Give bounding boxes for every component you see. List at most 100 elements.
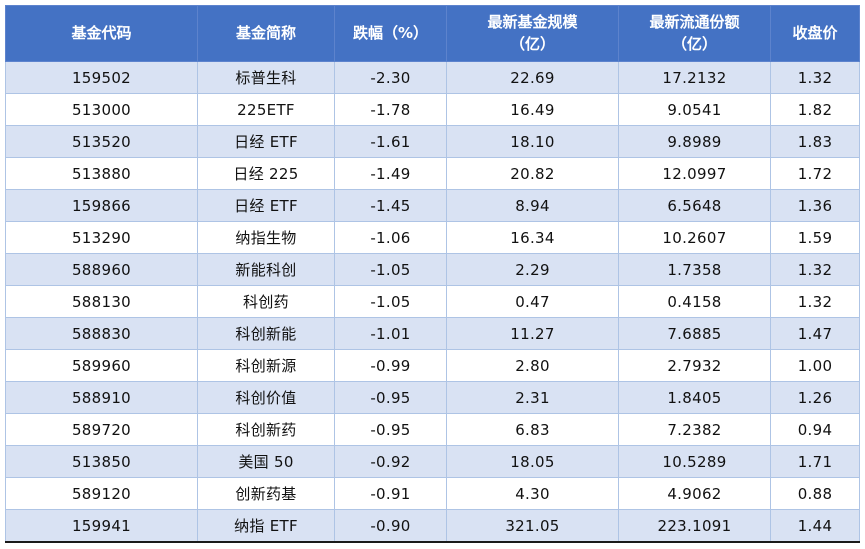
change-percent-cell: -0.99: [334, 349, 447, 382]
fund-scale-cell: 16.34: [446, 221, 619, 254]
change-percent-cell: -1.06: [334, 221, 447, 254]
circulating-shares-cell: 12.0997: [618, 157, 771, 190]
table-row: 589720 科创新药 -0.95 6.83 7.2382 0.94: [5, 413, 860, 446]
fund-code-cell: 588910: [5, 381, 198, 414]
change-percent-cell: -0.92: [334, 445, 447, 478]
close-price-cell: 1.32: [770, 253, 860, 286]
close-price-cell: 1.36: [770, 189, 860, 222]
fund-code-cell: 513850: [5, 445, 198, 478]
table-row: 159502 标普生科 -2.30 22.69 17.2132 1.32: [5, 61, 860, 94]
close-price-cell: 1.72: [770, 157, 860, 190]
fund-name-cell: 美国 50: [197, 445, 335, 478]
change-percent-cell: -1.01: [334, 317, 447, 350]
close-price-cell: 1.44: [770, 509, 860, 543]
close-price-cell: 1.59: [770, 221, 860, 254]
header-change-percent: 跌幅（%）: [334, 5, 447, 62]
fund-name-cell: 科创新能: [197, 317, 335, 350]
table-row: 159941 纳指 ETF -0.90 321.05 223.1091 1.44: [5, 509, 860, 543]
table-row: 513520 日经 ETF -1.61 18.10 9.8989 1.83: [5, 125, 860, 158]
fund-code-cell: 513000: [5, 93, 198, 126]
fund-scale-cell: 16.49: [446, 93, 619, 126]
fund-scale-cell: 4.30: [446, 477, 619, 510]
change-percent-cell: -1.49: [334, 157, 447, 190]
fund-code-cell: 159502: [5, 61, 198, 94]
table-row: 513290 纳指生物 -1.06 16.34 10.2607 1.59: [5, 221, 860, 254]
close-price-cell: 1.32: [770, 61, 860, 94]
circulating-shares-cell: 4.9062: [618, 477, 771, 510]
fund-name-cell: 日经 ETF: [197, 189, 335, 222]
fund-scale-cell: 2.31: [446, 381, 619, 414]
circulating-shares-cell: 10.2607: [618, 221, 771, 254]
fund-code-cell: 589120: [5, 477, 198, 510]
header-close-price: 收盘价: [770, 5, 860, 62]
fund-code-cell: 513880: [5, 157, 198, 190]
close-price-cell: 1.00: [770, 349, 860, 382]
circulating-shares-cell: 1.8405: [618, 381, 771, 414]
circulating-shares-cell: 7.2382: [618, 413, 771, 446]
fund-scale-cell: 11.27: [446, 317, 619, 350]
close-price-cell: 1.82: [770, 93, 860, 126]
table-row: 588830 科创新能 -1.01 11.27 7.6885 1.47: [5, 317, 860, 350]
fund-code-cell: 159941: [5, 509, 198, 543]
fund-code-cell: 159866: [5, 189, 198, 222]
fund-code-cell: 588830: [5, 317, 198, 350]
fund-name-cell: 科创药: [197, 285, 335, 318]
circulating-shares-cell: 6.5648: [618, 189, 771, 222]
fund-scale-cell: 20.82: [446, 157, 619, 190]
change-percent-cell: -1.78: [334, 93, 447, 126]
fund-code-cell: 513290: [5, 221, 198, 254]
header-fund-name: 基金简称: [197, 5, 335, 62]
fund-name-cell: 科创价值: [197, 381, 335, 414]
fund-scale-cell: 2.29: [446, 253, 619, 286]
fund-table: 基金代码 基金简称 跌幅（%） 最新基金规模 （亿） 最新流通份额 （亿） 收盘…: [5, 5, 860, 543]
close-price-cell: 1.71: [770, 445, 860, 478]
change-percent-cell: -1.05: [334, 285, 447, 318]
table-row: 513000 225ETF -1.78 16.49 9.0541 1.82: [5, 93, 860, 126]
circulating-shares-cell: 9.0541: [618, 93, 771, 126]
fund-code-cell: 513520: [5, 125, 198, 158]
circulating-shares-cell: 223.1091: [618, 509, 771, 543]
fund-scale-cell: 18.10: [446, 125, 619, 158]
header-fund-scale: 最新基金规模 （亿）: [446, 5, 619, 62]
fund-scale-cell: 18.05: [446, 445, 619, 478]
fund-name-cell: 纳指 ETF: [197, 509, 335, 543]
fund-name-cell: 科创新源: [197, 349, 335, 382]
circulating-shares-cell: 10.5289: [618, 445, 771, 478]
close-price-cell: 1.47: [770, 317, 860, 350]
close-price-cell: 1.32: [770, 285, 860, 318]
fund-name-cell: 新能科创: [197, 253, 335, 286]
circulating-shares-cell: 17.2132: [618, 61, 771, 94]
fund-scale-cell: 8.94: [446, 189, 619, 222]
fund-name-cell: 日经 ETF: [197, 125, 335, 158]
fund-name-cell: 标普生科: [197, 61, 335, 94]
fund-scale-cell: 6.83: [446, 413, 619, 446]
header-circulating-shares: 最新流通份额 （亿）: [618, 5, 771, 62]
change-percent-cell: -1.45: [334, 189, 447, 222]
table-row: 588960 新能科创 -1.05 2.29 1.7358 1.32: [5, 253, 860, 286]
table-row: 589120 创新药基 -0.91 4.30 4.9062 0.88: [5, 477, 860, 510]
change-percent-cell: -0.95: [334, 413, 447, 446]
fund-code-cell: 588130: [5, 285, 198, 318]
table-row: 513880 日经 225 -1.49 20.82 12.0997 1.72: [5, 157, 860, 190]
fund-code-cell: 589960: [5, 349, 198, 382]
table-row: 159866 日经 ETF -1.45 8.94 6.5648 1.36: [5, 189, 860, 222]
table-row: 588130 科创药 -1.05 0.47 0.4158 1.32: [5, 285, 860, 318]
fund-code-cell: 588960: [5, 253, 198, 286]
circulating-shares-cell: 7.6885: [618, 317, 771, 350]
table-header: 基金代码 基金简称 跌幅（%） 最新基金规模 （亿） 最新流通份额 （亿） 收盘…: [5, 5, 860, 62]
change-percent-cell: -0.90: [334, 509, 447, 543]
fund-code-cell: 589720: [5, 413, 198, 446]
circulating-shares-cell: 9.8989: [618, 125, 771, 158]
fund-scale-cell: 321.05: [446, 509, 619, 543]
fund-table-body: 159502 标普生科 -2.30 22.69 17.2132 1.32 513000 225…: [5, 61, 860, 543]
close-price-cell: 0.88: [770, 477, 860, 510]
fund-name-cell: 创新药基: [197, 477, 335, 510]
fund-scale-cell: 2.80: [446, 349, 619, 382]
circulating-shares-cell: 0.4158: [618, 285, 771, 318]
fund-name-cell: 纳指生物: [197, 221, 335, 254]
fund-name-cell: 科创新药: [197, 413, 335, 446]
fund-name-cell: 日经 225: [197, 157, 335, 190]
table-row: 588910 科创价值 -0.95 2.31 1.8405 1.26: [5, 381, 860, 414]
circulating-shares-cell: 1.7358: [618, 253, 771, 286]
